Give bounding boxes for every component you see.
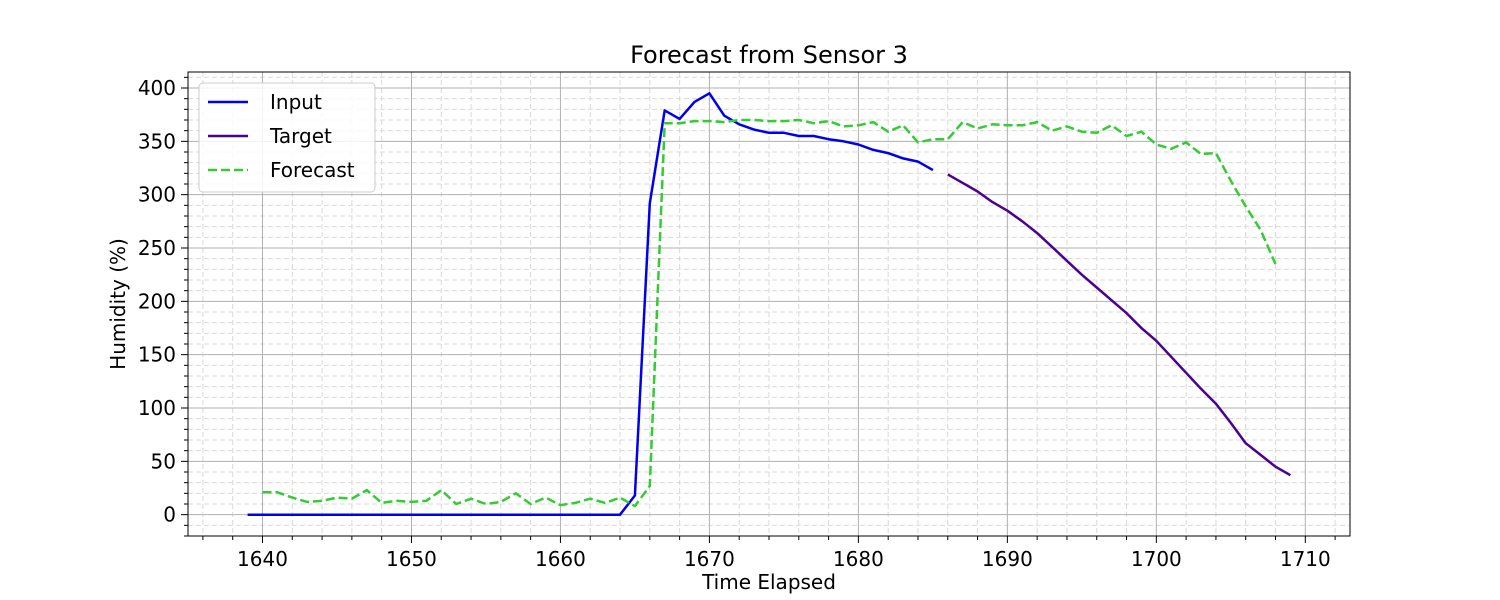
legend-label-forecast: Forecast [270,158,355,182]
y-tick-label: 300 [138,183,176,207]
series-line-forecast [262,118,1277,508]
legend-box [198,82,376,193]
x-axis-title: Time Elapsed [701,570,836,594]
y-axis-title: Humidity (%) [106,238,130,370]
series-line-input [247,92,934,516]
legend: Input Target Forecast [198,82,376,193]
y-tick-label: 350 [138,129,176,153]
x-tick-label: 1700 [1131,547,1182,571]
series-group [247,92,1292,516]
x-axis: 1640 1650 1660 1670 1680 1690 1700 1710 [202,536,1336,571]
x-tick-label: 1690 [982,547,1033,571]
x-tick-label: 1710 [1280,547,1331,571]
x-tick-label: 1650 [386,547,437,571]
chart-title: Forecast from Sensor 3 [630,41,908,69]
y-tick-label: 100 [138,396,176,420]
y-tick-label: 150 [138,343,176,367]
y-tick-label: 250 [138,236,176,260]
series-line-target [947,173,1292,477]
major-grid [188,72,1350,536]
y-tick-label: 400 [138,76,176,100]
x-tick-label: 1670 [684,547,735,571]
x-tick-label: 1640 [237,547,288,571]
y-tick-label: 200 [138,289,176,313]
y-axis: 0 50 100 150 200 250 300 350 400 [138,76,188,537]
x-tick-label: 1680 [833,547,884,571]
y-tick-label: 50 [151,449,176,473]
y-tick-label: 0 [163,503,176,527]
legend-label-input: Input [270,90,322,114]
x-tick-label: 1660 [535,547,586,571]
legend-label-target: Target [269,124,332,148]
